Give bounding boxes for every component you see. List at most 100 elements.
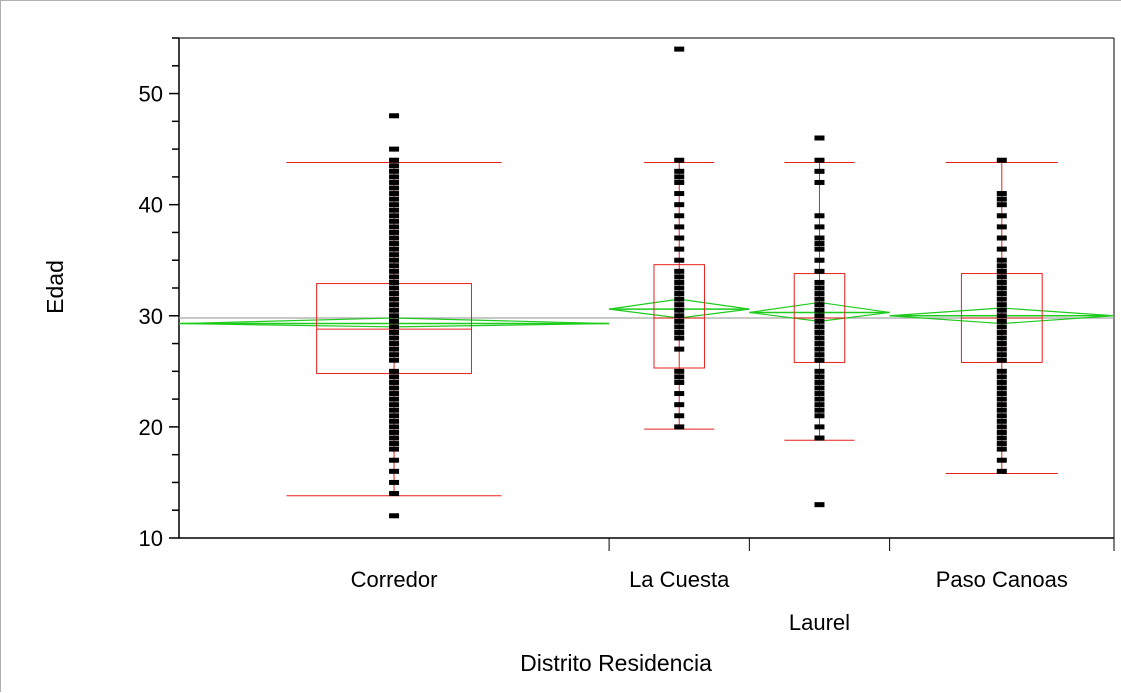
data-point <box>389 296 400 302</box>
data-point <box>389 313 400 319</box>
data-point <box>389 279 400 285</box>
y-tick-label: 10 <box>139 526 163 551</box>
data-point <box>674 424 685 430</box>
data-point <box>996 196 1007 202</box>
data-point <box>389 163 400 169</box>
data-point <box>389 168 400 174</box>
data-point <box>814 402 825 408</box>
data-point <box>674 257 685 263</box>
iqr-box <box>653 264 705 369</box>
data-point <box>996 235 1007 241</box>
data-point <box>814 307 825 313</box>
data-point <box>996 435 1007 441</box>
data-point <box>389 235 400 241</box>
data-point <box>674 296 685 302</box>
data-point <box>389 407 400 413</box>
data-point <box>389 357 400 363</box>
data-point <box>814 313 825 319</box>
data-point <box>996 324 1007 330</box>
data-point <box>996 357 1007 363</box>
data-point <box>674 291 685 297</box>
means-diamonds <box>178 298 1115 328</box>
data-point <box>674 368 685 374</box>
data-point <box>389 202 400 208</box>
data-point <box>674 274 685 280</box>
data-point <box>389 191 400 197</box>
data-point <box>814 357 825 363</box>
data-point <box>389 391 400 397</box>
data-point <box>389 324 400 330</box>
data-point <box>996 374 1007 380</box>
data-point <box>389 213 400 219</box>
data-point <box>996 279 1007 285</box>
x-tick-label: La Cuesta <box>629 567 730 592</box>
data-point <box>674 191 685 197</box>
data-point <box>814 424 825 430</box>
data-point <box>389 263 400 269</box>
data-point <box>674 279 685 285</box>
data-point <box>814 302 825 308</box>
data-point <box>814 235 825 241</box>
data-point <box>814 374 825 380</box>
data-point <box>674 335 685 341</box>
y-tick-label: 40 <box>139 193 163 218</box>
data-point <box>996 413 1007 419</box>
data-point <box>389 446 400 452</box>
data-point <box>674 202 685 208</box>
data-point <box>389 491 400 497</box>
data-point <box>996 318 1007 324</box>
y-tick-label: 20 <box>139 415 163 440</box>
data-point <box>389 402 400 408</box>
data-point <box>996 429 1007 435</box>
data-point <box>674 302 685 308</box>
data-point <box>814 435 825 441</box>
data-point <box>389 196 400 202</box>
data-point <box>996 407 1007 413</box>
data-point <box>389 207 400 213</box>
data-point <box>814 296 825 302</box>
data-point <box>996 468 1007 474</box>
data-point <box>389 457 400 463</box>
data-point <box>996 224 1007 230</box>
data-point <box>814 396 825 402</box>
data-point <box>389 374 400 380</box>
data-point <box>389 368 400 374</box>
data-point <box>996 268 1007 274</box>
data-point <box>674 268 685 274</box>
data-point <box>674 157 685 163</box>
data-point <box>814 279 825 285</box>
data-point <box>389 335 400 341</box>
data-point <box>996 296 1007 302</box>
data-point <box>814 268 825 274</box>
data-point <box>814 368 825 374</box>
data-point <box>389 418 400 424</box>
data-point <box>814 291 825 297</box>
axes: 10 20 30 40 50 Corredor La Cuesta Laurel Paso Ca… <box>139 37 1115 635</box>
data-point <box>389 229 400 235</box>
data-point <box>389 146 400 152</box>
data-point <box>389 302 400 308</box>
data-points <box>389 46 1007 519</box>
x-tick-label: Paso Canoas <box>936 567 1068 592</box>
data-point <box>389 224 400 230</box>
data-point <box>996 424 1007 430</box>
data-point <box>996 441 1007 447</box>
data-point <box>814 213 825 219</box>
data-point <box>996 379 1007 385</box>
data-point <box>674 235 685 241</box>
data-point <box>674 285 685 291</box>
data-point <box>674 46 685 52</box>
data-point <box>996 418 1007 424</box>
data-point <box>674 213 685 219</box>
data-point <box>814 352 825 358</box>
data-point <box>996 157 1007 163</box>
data-point <box>389 218 400 224</box>
data-point <box>814 346 825 352</box>
data-point <box>814 135 825 141</box>
data-point <box>389 396 400 402</box>
data-point <box>814 224 825 230</box>
data-point <box>996 257 1007 263</box>
data-point <box>814 413 825 419</box>
data-point <box>814 385 825 391</box>
data-point <box>814 168 825 174</box>
